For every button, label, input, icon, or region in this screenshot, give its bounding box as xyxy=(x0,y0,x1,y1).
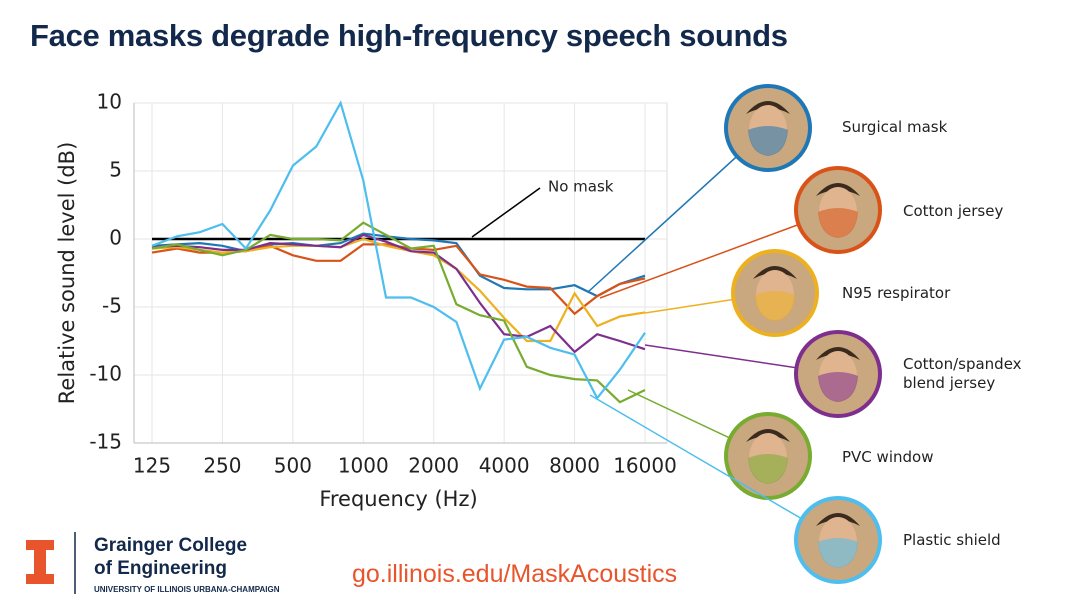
legend-label: Plastic shield xyxy=(903,531,1001,549)
series-line xyxy=(151,233,646,354)
college-name: Grainger College of Engineering xyxy=(94,535,248,579)
face-mask xyxy=(818,372,858,402)
series-line xyxy=(151,221,646,404)
url[interactable]: go.illinois.edu/MaskAcoustics xyxy=(352,560,678,588)
x-tick-label: 1000 xyxy=(338,454,389,478)
face-mask xyxy=(748,126,788,156)
y-tick-label: 5 xyxy=(109,158,122,182)
face-mask xyxy=(748,454,788,484)
logo xyxy=(26,532,76,594)
y-tick-label: -15 xyxy=(89,430,122,454)
legend-label: Cotton jersey xyxy=(903,202,1004,220)
x-axis-label: Frequency (Hz) xyxy=(319,487,477,511)
x-tick-label: 2000 xyxy=(408,454,459,478)
legend-label: N95 respirator xyxy=(842,284,951,302)
x-tick-label: 16000 xyxy=(613,454,677,478)
y-tick-label: 10 xyxy=(97,90,122,114)
legend-label: Cotton/spandex blend jersey xyxy=(903,355,1022,392)
x-tick-label: 4000 xyxy=(479,454,530,478)
x-tick-label: 8000 xyxy=(549,454,600,478)
logo-i xyxy=(26,540,54,584)
y-tick-label: 0 xyxy=(109,226,122,250)
y-axis-label: Relative sound level (dB) xyxy=(55,142,79,405)
annotation-arrow xyxy=(471,187,541,238)
face-mask xyxy=(755,291,795,321)
x-tick-label: 250 xyxy=(203,454,241,478)
legend-label: PVC window xyxy=(842,448,934,466)
title: Face masks degrade high-frequency speech… xyxy=(30,18,788,53)
x-tick-label: 125 xyxy=(133,454,171,478)
y-tick-label: -10 xyxy=(89,362,122,386)
legend-label: Surgical mask xyxy=(842,118,948,136)
y-tick-label: -5 xyxy=(102,294,122,318)
face-mask xyxy=(818,208,858,238)
annotation: No mask xyxy=(548,178,614,196)
face-mask xyxy=(818,538,858,568)
series-line xyxy=(151,100,646,401)
plot-area xyxy=(133,102,668,444)
university-name: UNIVERSITY OF ILLINOIS URBANA-CHAMPAIGN xyxy=(94,585,280,594)
x-tick-label: 500 xyxy=(274,454,312,478)
series-line xyxy=(151,232,646,298)
legend-leader xyxy=(589,394,839,541)
